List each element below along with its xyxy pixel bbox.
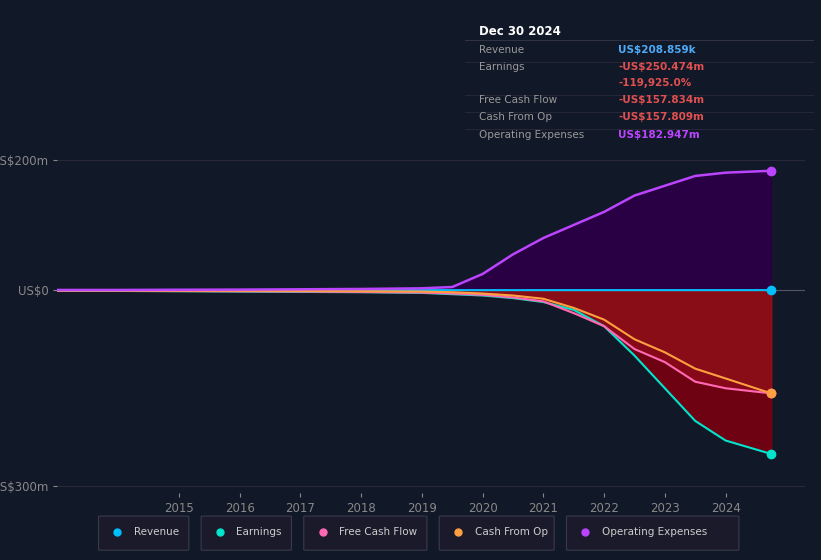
Text: Free Cash Flow: Free Cash Flow bbox=[479, 95, 557, 105]
Text: Revenue: Revenue bbox=[134, 527, 179, 537]
Text: Operating Expenses: Operating Expenses bbox=[602, 527, 707, 537]
Text: Cash From Op: Cash From Op bbox=[479, 112, 552, 122]
Text: US$208.859k: US$208.859k bbox=[618, 45, 696, 55]
Text: Revenue: Revenue bbox=[479, 45, 524, 55]
FancyBboxPatch shape bbox=[304, 516, 427, 550]
Text: -US$157.809m: -US$157.809m bbox=[618, 112, 704, 122]
FancyBboxPatch shape bbox=[201, 516, 291, 550]
FancyBboxPatch shape bbox=[566, 516, 739, 550]
Text: -US$157.834m: -US$157.834m bbox=[618, 95, 704, 105]
Text: US$182.947m: US$182.947m bbox=[618, 130, 700, 141]
Text: /yr: /yr bbox=[819, 130, 821, 141]
Text: -119,925.0%: -119,925.0% bbox=[618, 78, 691, 87]
FancyBboxPatch shape bbox=[99, 516, 189, 550]
FancyBboxPatch shape bbox=[439, 516, 554, 550]
Text: Operating Expenses: Operating Expenses bbox=[479, 130, 584, 141]
Text: /yr: /yr bbox=[819, 45, 821, 55]
Text: Dec 30 2024: Dec 30 2024 bbox=[479, 26, 561, 39]
Text: Earnings: Earnings bbox=[236, 527, 282, 537]
Text: -US$250.474m: -US$250.474m bbox=[618, 62, 704, 72]
Text: Free Cash Flow: Free Cash Flow bbox=[339, 527, 417, 537]
Text: profit margin: profit margin bbox=[819, 78, 821, 87]
Text: Cash From Op: Cash From Op bbox=[475, 527, 548, 537]
Text: Earnings: Earnings bbox=[479, 62, 524, 72]
